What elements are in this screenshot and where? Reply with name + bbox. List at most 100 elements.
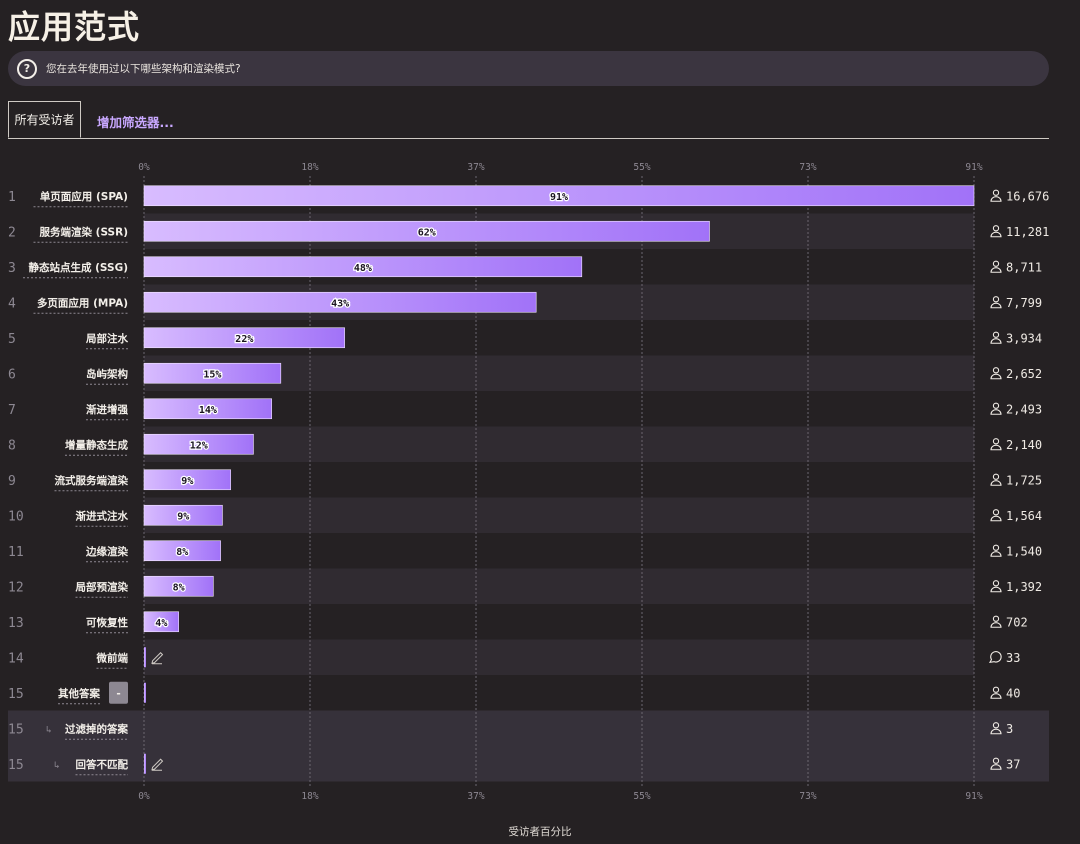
user-icon-head xyxy=(992,544,1000,551)
chart-row: 4 多页面应用 (MPA) 43% 7,799 xyxy=(8,291,1042,314)
x-tick-bottom: 0% xyxy=(138,791,150,802)
chart-row: 12 局部预渲染 8% 1,392 xyxy=(8,575,1042,598)
toggle-button xyxy=(109,681,128,704)
user-icon-body xyxy=(990,338,1002,344)
category-label: 可恢复性 xyxy=(86,616,128,629)
respondent-count: 1,564 xyxy=(1006,509,1042,523)
category-label: 渐进增强 xyxy=(86,403,128,416)
x-tick-bottom: 18% xyxy=(301,791,318,802)
row-rank: 4 xyxy=(8,296,16,311)
x-axis-label: 受访者百分比 xyxy=(508,826,572,838)
row-rank: 9 xyxy=(8,474,16,489)
user-icon-head xyxy=(992,473,1000,480)
chart-row: 1 单页面应用 (SPA) 91% 16,676 xyxy=(8,185,1049,208)
chart-row: 7 渐进增强 14% 2,493 xyxy=(8,398,1042,421)
add-filter-button[interactable]: 增加筛选器... xyxy=(97,115,174,130)
bar xyxy=(144,682,146,703)
chart-row: 5 局部注水 22% 3,934 xyxy=(8,327,1042,350)
category-label: 其他答案 xyxy=(58,687,100,700)
user-icon-head xyxy=(992,509,1000,516)
user-icon-head xyxy=(992,722,1000,729)
user-icon-body xyxy=(990,373,1002,380)
user-icon-head xyxy=(992,438,1000,445)
row-rank: 1 xyxy=(8,190,16,205)
bar xyxy=(143,611,179,633)
category-label: 局部预渲染 xyxy=(75,580,129,593)
row-rank: 13 xyxy=(8,616,24,631)
question-banner: ? 您在去年使用过以下哪些架构和渲染模式? xyxy=(8,51,1049,86)
category-label: 岛屿架构 xyxy=(86,367,128,380)
x-tick-top: 73% xyxy=(799,162,816,173)
respondent-count: 7,799 xyxy=(1006,296,1042,310)
respondent-count: 1,540 xyxy=(1006,544,1042,558)
row-stripe xyxy=(144,355,974,391)
row-stripe xyxy=(8,746,1049,782)
x-tick-bottom: 37% xyxy=(467,791,484,802)
bar xyxy=(143,575,214,597)
user-icon-body xyxy=(990,515,1002,522)
user-icon xyxy=(990,509,1002,522)
row-stripe xyxy=(144,568,974,604)
comment-icon xyxy=(988,651,1002,663)
user-icon-head xyxy=(992,260,1000,267)
edit-icon xyxy=(151,652,164,665)
row-rank: 8 xyxy=(8,438,16,453)
chart-row: 13 可恢复性 4% 702 xyxy=(8,611,1028,634)
bar-value-label: 9% xyxy=(181,476,193,487)
category-label: 渐进式注水 xyxy=(76,509,129,522)
row-stripe xyxy=(144,426,974,462)
row-stripe xyxy=(144,639,974,675)
row-rank: 7 xyxy=(8,403,16,418)
user-icon xyxy=(990,473,1002,486)
row-rank: 3 xyxy=(8,261,16,276)
user-icon-head xyxy=(992,686,1000,693)
category-label: 局部注水 xyxy=(85,332,128,345)
category-label: 静态站点生成 (SSG) xyxy=(28,261,128,274)
bar xyxy=(144,753,146,774)
user-icon xyxy=(990,757,1002,770)
user-icon xyxy=(990,402,1002,415)
user-icon-body xyxy=(990,444,1002,451)
question-text: 您在去年使用过以下哪些架构和渲染模式? xyxy=(46,63,241,75)
bar-value-label: 14% xyxy=(199,405,217,416)
respondent-count: 1,725 xyxy=(1006,473,1042,487)
category-label: 回答不匹配 xyxy=(76,758,129,771)
chart-row: 15 ↳ 回答不匹配 37 xyxy=(8,753,1020,776)
user-icon xyxy=(990,367,1002,380)
bar-value-label: 62% xyxy=(418,227,436,238)
user-icon xyxy=(990,189,1002,202)
chart-row: 6 岛屿架构 15% 2,652 xyxy=(8,362,1042,385)
user-icon-head xyxy=(992,331,1000,338)
bar-value-label: 4% xyxy=(155,618,167,629)
sub-arrow-icon: ↳ xyxy=(46,724,52,735)
chart-row: 8 增量静态生成 12% 2,140 xyxy=(8,433,1042,456)
question-circle-icon: ? xyxy=(17,58,37,79)
user-icon xyxy=(990,686,1002,699)
user-icon-body xyxy=(990,764,1002,770)
user-icon-head xyxy=(992,189,1000,196)
category-label: 单页面应用 (SPA) xyxy=(40,190,128,203)
user-icon-head xyxy=(992,757,1000,764)
bar-value-label: 15% xyxy=(203,369,221,380)
row-rank: 6 xyxy=(8,367,16,382)
bar xyxy=(143,362,282,384)
chart-row: 2 服务端渲染 (SSR) 62% 11,281 xyxy=(8,220,1049,243)
user-icon xyxy=(990,260,1002,273)
user-icon-body xyxy=(990,480,1002,486)
user-icon xyxy=(990,722,1002,735)
respondent-count: 37 xyxy=(1006,757,1020,771)
row-rank: 11 xyxy=(8,545,24,560)
user-icon-body xyxy=(990,622,1002,628)
bar xyxy=(143,327,345,349)
filter-tabs: 所有受访者 增加筛选器... xyxy=(8,101,1049,139)
row-rank: 5 xyxy=(8,332,16,347)
bar-value-label: 9% xyxy=(177,511,189,522)
respondent-count: 40 xyxy=(1006,686,1020,700)
respondent-count: 2,652 xyxy=(1006,367,1042,381)
chart-row: 3 静态站点生成 (SSG) 48% 8,711 xyxy=(8,256,1042,279)
tab-all-respondents[interactable]: 所有受访者 xyxy=(8,101,81,138)
bar-value-label: 48% xyxy=(354,263,372,274)
user-icon-body xyxy=(990,302,1002,309)
x-tick-top: 0% xyxy=(138,162,150,173)
category-label: 服务端渲染 (SSR) xyxy=(40,225,129,238)
